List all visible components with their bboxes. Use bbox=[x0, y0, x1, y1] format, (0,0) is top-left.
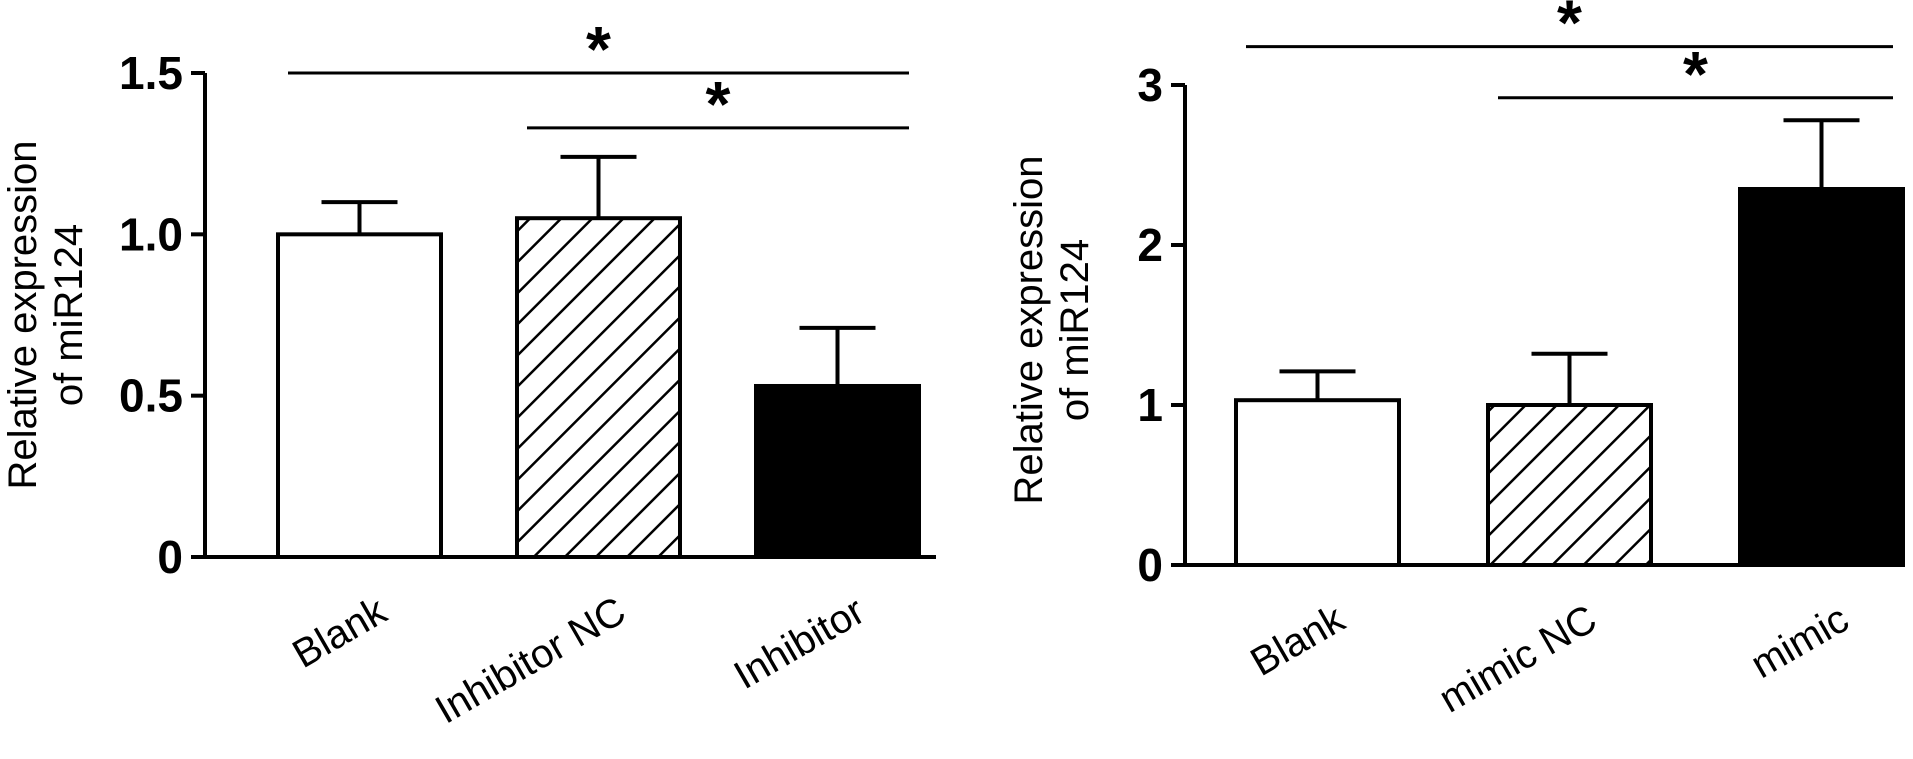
y-axis-label: of miR124 bbox=[1053, 239, 1097, 421]
y-axis-label: Relative expression bbox=[1007, 155, 1051, 504]
y-tick-label: 0 bbox=[157, 531, 183, 583]
category-label: Blank bbox=[1243, 596, 1353, 685]
y-tick-label: 1.5 bbox=[119, 47, 183, 99]
significance-star: * bbox=[1683, 38, 1708, 110]
significance-star: * bbox=[586, 13, 611, 85]
bar-inhibitor bbox=[754, 383, 921, 559]
y-tick-label: 2 bbox=[1137, 219, 1163, 271]
y-axis-label: Relative expression bbox=[1, 140, 45, 489]
category-label: Blank bbox=[285, 588, 395, 677]
significance-star: * bbox=[1557, 0, 1582, 59]
bar-mimic-nc bbox=[1486, 403, 1653, 567]
y-tick-label: 0.5 bbox=[119, 370, 183, 422]
bar-mimic bbox=[1738, 187, 1905, 567]
category-label: mimic bbox=[1744, 597, 1856, 687]
bar-inhibitor-nc bbox=[515, 216, 682, 559]
category-label: mimic NC bbox=[1432, 597, 1604, 722]
chart-panel-mimic: 0 1 2 3 Relative expression of miR124 Blank mim… bbox=[1007, 0, 1905, 722]
chart-panel-inhibitor: 0 0.5 1.0 1.5 Relative expression of miR124 Bl… bbox=[1, 13, 936, 732]
y-tick-label: 3 bbox=[1137, 59, 1163, 111]
y-tick-label: 1 bbox=[1137, 379, 1163, 431]
category-label: Inhibitor bbox=[727, 589, 872, 698]
significance-star: * bbox=[706, 68, 731, 140]
bar-blank bbox=[276, 232, 443, 559]
y-tick-label: 1.0 bbox=[119, 208, 183, 260]
y-tick-label: 0 bbox=[1137, 539, 1163, 591]
category-label: Inhibitor NC bbox=[428, 589, 633, 733]
bar-blank bbox=[1234, 398, 1401, 568]
y-axis-label: of miR124 bbox=[47, 224, 91, 406]
